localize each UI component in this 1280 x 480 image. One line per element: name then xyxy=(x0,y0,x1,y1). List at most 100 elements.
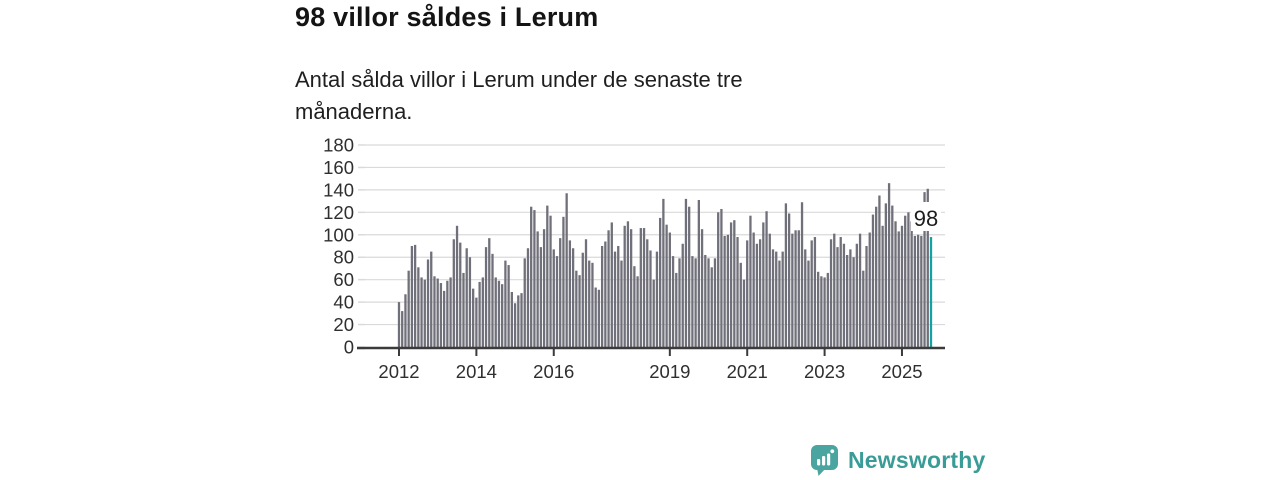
y-axis-label: 40 xyxy=(333,292,354,313)
bar xyxy=(849,249,852,347)
bar xyxy=(678,258,681,347)
bar xyxy=(681,243,684,347)
bar xyxy=(852,257,855,347)
bar xyxy=(771,249,775,347)
bar xyxy=(562,216,565,347)
bar xyxy=(397,302,401,347)
x-axis-label: 2019 xyxy=(649,361,690,382)
bar xyxy=(459,242,462,347)
bar xyxy=(478,281,481,347)
logo-bar-2 xyxy=(822,456,826,466)
bar xyxy=(659,217,662,347)
bar xyxy=(549,215,552,347)
subtitle-line-1: Antal sålda villor i Lerum under de sena… xyxy=(295,67,743,92)
bar xyxy=(401,311,404,347)
bar xyxy=(552,249,555,347)
bar xyxy=(675,272,678,347)
bar xyxy=(652,279,655,347)
bar xyxy=(449,277,452,347)
bar xyxy=(758,239,762,347)
bar xyxy=(726,234,730,347)
bar xyxy=(413,244,417,347)
y-axis-label: 60 xyxy=(333,269,354,290)
bar xyxy=(916,234,920,347)
bar xyxy=(642,228,646,347)
subtitle-line-2: månaderna. xyxy=(295,99,413,124)
bar xyxy=(530,206,533,347)
bar xyxy=(604,241,607,347)
bar xyxy=(736,237,739,347)
bar xyxy=(810,240,813,347)
bar xyxy=(594,287,597,347)
y-axis-label: 100 xyxy=(323,224,354,245)
bar xyxy=(597,289,601,347)
bar xyxy=(510,292,513,347)
logo-exclamation-dot xyxy=(830,449,835,454)
newsworthy-branding[interactable]: Newsworthy xyxy=(810,444,985,477)
bar xyxy=(884,203,887,347)
bar xyxy=(584,239,588,347)
bar xyxy=(626,221,630,347)
bar xyxy=(823,277,826,347)
bar xyxy=(407,270,410,347)
bar xyxy=(671,256,675,347)
bar xyxy=(904,215,907,347)
bar xyxy=(655,251,659,347)
bar xyxy=(430,251,433,347)
bar xyxy=(746,240,749,347)
y-axis-label: 140 xyxy=(323,179,354,200)
bar xyxy=(420,277,423,347)
bar xyxy=(778,260,781,347)
bar xyxy=(707,258,710,347)
value-label-background xyxy=(911,202,941,231)
bar xyxy=(568,240,572,347)
bar xyxy=(491,253,494,347)
bar xyxy=(749,215,752,347)
bar xyxy=(575,270,578,347)
bar xyxy=(504,260,507,347)
bar xyxy=(565,193,568,347)
bar xyxy=(546,205,549,347)
bar xyxy=(742,279,746,347)
bar xyxy=(804,249,807,347)
bar xyxy=(797,230,800,347)
bar xyxy=(494,277,497,347)
bar xyxy=(887,183,891,347)
bar xyxy=(862,270,865,347)
bar xyxy=(649,250,652,347)
bar xyxy=(720,208,723,347)
bar xyxy=(468,257,472,347)
x-axis-label: 2014 xyxy=(456,361,497,382)
bar xyxy=(807,260,810,347)
highlighted-bar xyxy=(929,237,933,347)
bar xyxy=(588,260,591,347)
bar xyxy=(688,206,691,347)
bar xyxy=(836,247,839,347)
bar xyxy=(523,258,526,347)
logo-bar-1 xyxy=(817,459,821,466)
bar xyxy=(926,188,929,347)
bar xyxy=(813,237,817,347)
bar xyxy=(700,229,704,347)
bar xyxy=(855,243,858,347)
bar xyxy=(817,271,820,347)
logo-bar-3 xyxy=(827,453,831,466)
bar xyxy=(417,267,420,347)
bar xyxy=(404,294,407,347)
bar xyxy=(891,205,894,347)
chart-subtitle: Antal sålda villor i Lerum under de sena… xyxy=(295,64,743,128)
bar xyxy=(517,295,520,347)
bar xyxy=(897,231,900,347)
bar xyxy=(787,213,791,347)
bar xyxy=(462,272,465,347)
bar xyxy=(488,238,491,347)
bar xyxy=(871,214,875,347)
bar xyxy=(858,233,862,347)
bar xyxy=(739,262,742,347)
bar xyxy=(694,258,697,347)
bar xyxy=(752,232,755,347)
bar xyxy=(497,280,501,347)
bar xyxy=(878,195,881,347)
bar xyxy=(762,222,765,347)
